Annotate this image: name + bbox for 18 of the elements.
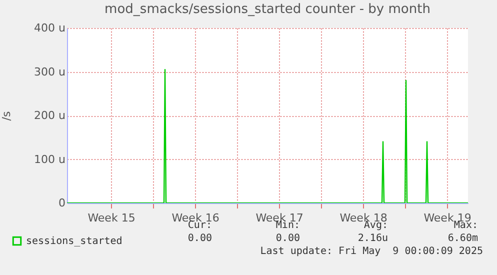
chart-title: mod_smacks/sessions_started counter - by month <box>104 2 430 17</box>
text: 6.60m <box>448 233 478 244</box>
text: Max: <box>454 220 478 231</box>
y-tick-label: 200 u <box>34 109 66 122</box>
text: 2.16u <box>358 233 388 244</box>
y-tick-label: 100 u <box>34 152 66 166</box>
text: Avg: <box>364 220 388 231</box>
text: Cur: <box>188 220 212 231</box>
y-tick-label: 300 u <box>34 65 66 78</box>
y-axis-title: /s <box>0 111 14 121</box>
legend-label: sessions_started <box>26 236 122 247</box>
x-tick-label: Week 15 <box>88 212 136 224</box>
text: Last update: Fri May 9 00:00:09 2025 <box>260 246 483 257</box>
text: 0.00 <box>188 233 212 244</box>
text: Min: <box>276 220 300 231</box>
y-tick-label: 0 <box>58 196 66 210</box>
y-tick-label: 400 u <box>34 22 66 34</box>
text: 0.00 <box>276 233 300 244</box>
